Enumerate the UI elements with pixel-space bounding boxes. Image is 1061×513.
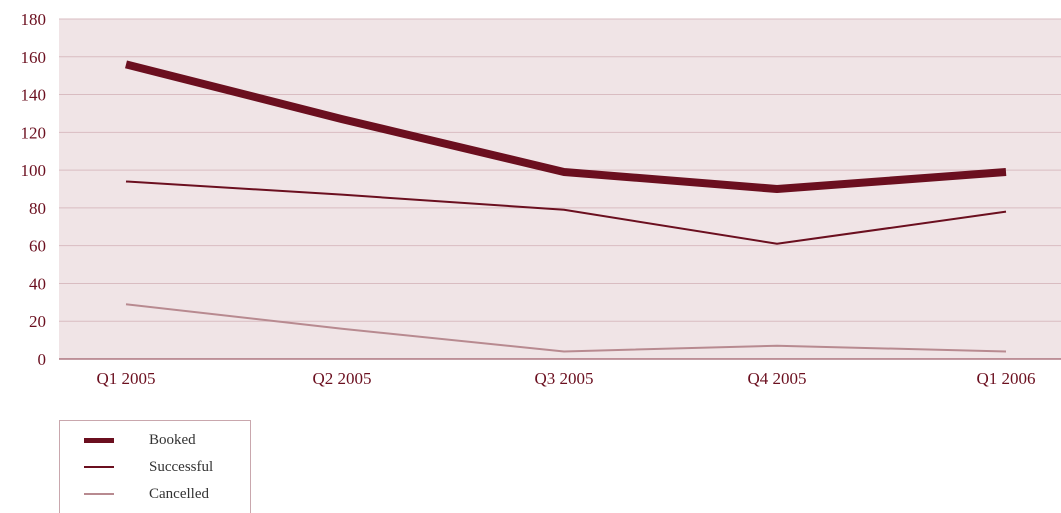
y-tick-label: 140 [21, 86, 47, 105]
legend-label-successful: Successful [149, 459, 214, 475]
series-lines [125, 60, 1007, 353]
legend: Booked Successful Cancelled [59, 420, 251, 513]
y-tick-label: 160 [21, 48, 47, 67]
series-line-successful [125, 180, 1007, 245]
x-tick-label: Q4 2005 [747, 369, 806, 388]
x-tick-label: Q3 2005 [534, 369, 593, 388]
legend-item-cancelled: Cancelled [60, 483, 250, 505]
y-tick-label: 0 [38, 350, 47, 369]
legend-label-booked: Booked [149, 432, 196, 448]
x-axis-tick-labels: Q1 2005 Q2 2005 Q3 2005 Q4 2005 Q1 2006 [96, 369, 1035, 388]
plot-area [59, 19, 1061, 359]
x-tick-label: Q1 2005 [96, 369, 155, 388]
legend-item-successful: Successful [60, 456, 250, 478]
y-tick-label: 40 [29, 274, 46, 293]
series-line-booked [125, 60, 1007, 193]
x-tick-label: Q1 2006 [976, 369, 1035, 388]
y-tick-label: 120 [21, 123, 47, 142]
legend-swatch-cancelled [84, 493, 114, 495]
series-line-cancelled [125, 303, 1007, 353]
y-tick-label: 100 [21, 161, 47, 180]
x-tick-label: Q2 2005 [312, 369, 371, 388]
y-tick-label: 180 [21, 10, 47, 29]
y-axis-tick-labels: 0 20 40 60 80 100 120 140 160 180 [21, 10, 47, 369]
legend-swatch-successful [84, 466, 114, 468]
y-tick-label: 60 [29, 237, 46, 256]
legend-swatch-booked [84, 437, 114, 443]
legend-label-cancelled: Cancelled [149, 486, 209, 502]
legend-item-booked: Booked [60, 429, 250, 451]
y-tick-label: 80 [29, 199, 46, 218]
y-tick-label: 20 [29, 312, 46, 331]
